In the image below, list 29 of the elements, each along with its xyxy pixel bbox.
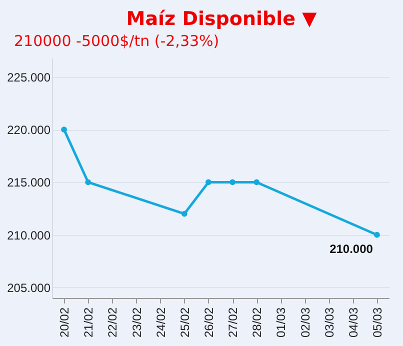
point	[85, 179, 92, 186]
x-tick-label: 22/02	[106, 307, 120, 338]
y-tick-label: 205.000	[7, 280, 51, 295]
x-tick-label: 24/02	[154, 307, 168, 338]
y-tick-label: 215.000	[7, 176, 51, 190]
point	[206, 179, 212, 186]
y-tick-label: 225.000	[7, 70, 51, 84]
point	[254, 179, 260, 186]
x-tick-label: 01/03	[274, 307, 288, 338]
x-tick-label: 23/02	[130, 307, 144, 338]
x-tick-label: 21/02	[82, 307, 96, 338]
y-tick-label: 210.000	[7, 228, 51, 242]
x-tick-label: 28/02	[250, 307, 264, 338]
chart-title: Maíz Disponible ▼	[125, 7, 318, 32]
chart-subtitle: 210000 -5000$/tn (-2,33%)	[13, 32, 220, 52]
point	[374, 232, 380, 238]
annotation: 210.000	[330, 242, 374, 256]
x-tick-label: 03/03	[322, 307, 336, 338]
x-tick-label: 26/02	[202, 307, 216, 338]
x-tick-label: 25/02	[178, 307, 192, 338]
x-tick-label: 27/02	[226, 307, 240, 338]
x-tick-label: 02/03	[298, 307, 312, 338]
point	[61, 126, 67, 133]
x-tick-label: 05/03	[370, 307, 384, 338]
x-tick-label: 04/03	[346, 307, 360, 338]
point	[230, 179, 236, 186]
y-tick-label: 220.000	[7, 123, 51, 138]
point	[181, 210, 188, 217]
x-tick-label: 20/02	[58, 307, 72, 338]
